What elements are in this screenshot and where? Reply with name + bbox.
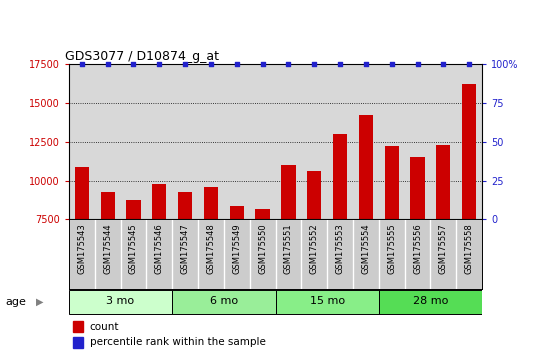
Text: 15 mo: 15 mo [310, 296, 345, 306]
Bar [436, 145, 451, 219]
Point [207, 61, 215, 67]
Bar [385, 146, 399, 219]
Text: GDS3077 / D10874_g_at: GDS3077 / D10874_g_at [65, 50, 219, 63]
Bar [359, 115, 373, 219]
Point [258, 61, 267, 67]
Bar [462, 84, 476, 219]
Point [361, 61, 370, 67]
Bar [73, 337, 83, 348]
Text: GSM175544: GSM175544 [103, 223, 112, 274]
Text: GSM175558: GSM175558 [464, 223, 474, 274]
Bar [100, 192, 115, 219]
Text: GSM175548: GSM175548 [207, 223, 215, 274]
Point [103, 61, 112, 67]
FancyBboxPatch shape [172, 290, 276, 314]
Point [310, 61, 318, 67]
Bar [256, 209, 269, 219]
Point [155, 61, 164, 67]
Text: count: count [89, 321, 119, 332]
Point [233, 61, 241, 67]
Text: GSM175555: GSM175555 [387, 223, 396, 274]
Text: GSM175546: GSM175546 [155, 223, 164, 274]
Text: percentile rank within the sample: percentile rank within the sample [89, 337, 266, 348]
Bar [178, 192, 192, 219]
Text: GSM175551: GSM175551 [284, 223, 293, 274]
Text: GSM175556: GSM175556 [413, 223, 422, 274]
Point [77, 61, 86, 67]
Bar [333, 134, 347, 219]
Text: 6 mo: 6 mo [210, 296, 238, 306]
Text: GSM175545: GSM175545 [129, 223, 138, 274]
Text: GSM175557: GSM175557 [439, 223, 448, 274]
Bar [307, 171, 321, 219]
Point [413, 61, 422, 67]
FancyBboxPatch shape [276, 290, 379, 314]
Text: 28 mo: 28 mo [413, 296, 448, 306]
Bar [230, 206, 244, 219]
Bar [410, 157, 425, 219]
Text: GSM175543: GSM175543 [77, 223, 87, 274]
Bar [73, 321, 83, 332]
Bar [204, 187, 218, 219]
Point [439, 61, 448, 67]
Bar [152, 184, 166, 219]
FancyBboxPatch shape [69, 290, 172, 314]
Text: 3 mo: 3 mo [106, 296, 134, 306]
Text: GSM175549: GSM175549 [233, 223, 241, 274]
Text: GSM175554: GSM175554 [361, 223, 370, 274]
Bar [75, 166, 89, 219]
Text: GSM175553: GSM175553 [336, 223, 344, 274]
Point [181, 61, 190, 67]
Text: GSM175552: GSM175552 [310, 223, 318, 274]
Point [336, 61, 344, 67]
Text: GSM175547: GSM175547 [181, 223, 190, 274]
Text: ▶: ▶ [36, 297, 44, 307]
Bar [282, 165, 295, 219]
Text: GSM175550: GSM175550 [258, 223, 267, 274]
Text: age: age [6, 297, 26, 307]
FancyBboxPatch shape [379, 290, 482, 314]
Point [387, 61, 396, 67]
Point [465, 61, 474, 67]
Point [284, 61, 293, 67]
Bar [126, 200, 141, 219]
Point [129, 61, 138, 67]
